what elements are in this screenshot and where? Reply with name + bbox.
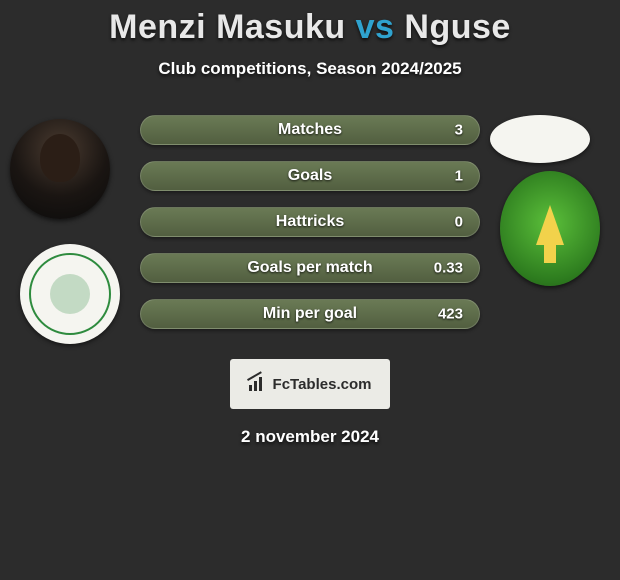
comparison-card: Menzi Masuku vs Nguse Club competitions,… <box>0 0 620 580</box>
player1-club-badge <box>20 244 120 344</box>
celtic-badge-icon <box>29 253 111 335</box>
stat-label: Min per goal <box>263 305 357 323</box>
chart-bars-icon <box>249 377 267 391</box>
vs-label: vs <box>356 8 395 46</box>
watermark: FcTables.com <box>230 359 390 409</box>
stat-value-right: 0.33 <box>434 260 463 277</box>
page-title: Menzi Masuku vs Nguse <box>0 8 620 47</box>
player1-avatar <box>10 119 110 219</box>
watermark-text: FcTables.com <box>273 376 372 393</box>
stat-value-right: 3 <box>455 122 463 139</box>
main-row: Matches 3 Goals 1 Hattricks 0 Goals per … <box>0 109 620 349</box>
snapshot-date: 2 november 2024 <box>0 427 620 447</box>
stat-value-right: 1 <box>455 168 463 185</box>
stat-row-goals: Goals 1 <box>140 161 480 191</box>
stat-label: Goals <box>288 167 332 185</box>
stat-label: Hattricks <box>276 213 344 231</box>
stat-row-goals-per-match: Goals per match 0.33 <box>140 253 480 283</box>
stat-row-matches: Matches 3 <box>140 115 480 145</box>
stats-list: Matches 3 Goals 1 Hattricks 0 Goals per … <box>140 115 480 345</box>
stat-row-hattricks: Hattricks 0 <box>140 207 480 237</box>
player1-name: Menzi Masuku <box>109 8 345 46</box>
player2-name: Nguse <box>404 8 510 46</box>
stat-label: Goals per match <box>247 259 372 277</box>
stat-value-right: 0 <box>455 214 463 231</box>
subtitle: Club competitions, Season 2024/2025 <box>0 59 620 79</box>
stat-row-min-per-goal: Min per goal 423 <box>140 299 480 329</box>
arrows-badge-icon <box>536 205 564 245</box>
player2-flag <box>490 115 590 163</box>
player2-club-badge <box>500 171 600 286</box>
stat-value-right: 423 <box>438 306 463 323</box>
stat-label: Matches <box>278 121 342 139</box>
